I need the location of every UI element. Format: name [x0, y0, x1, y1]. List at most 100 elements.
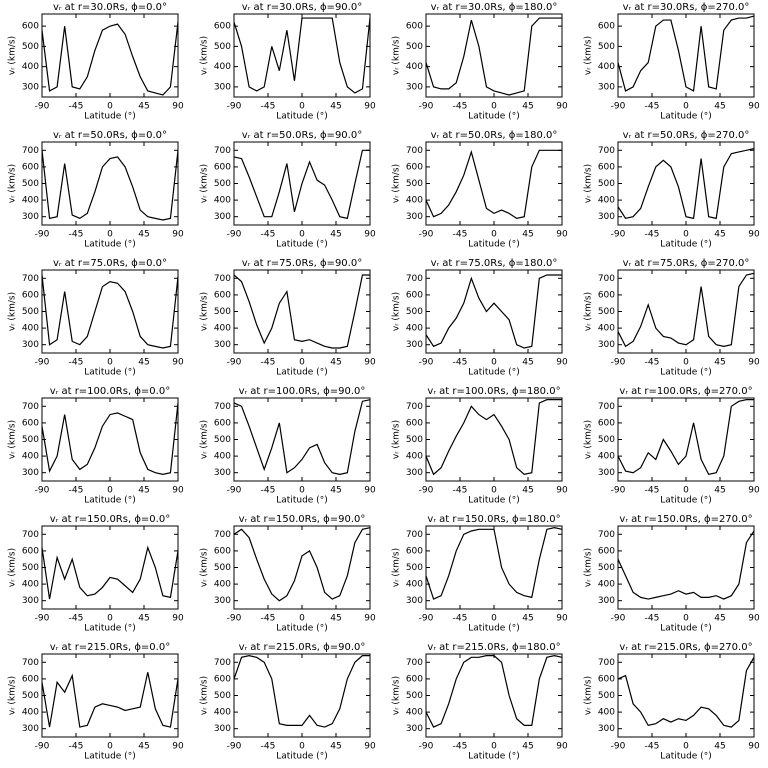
data-line — [425, 17, 562, 96]
x-tick-label: 90 — [364, 102, 376, 112]
panel: vᵣ at r=215.0Rs, ϕ=90.0° -90 -45 0 45 90 300 40… — [200, 642, 376, 762]
y-tick-label: 400 — [598, 196, 615, 206]
x-tick-label: 0 — [491, 230, 497, 240]
y-axis-label: vᵣ (km/s) — [200, 548, 210, 587]
x-axis-label: Latitude (°) — [468, 112, 519, 122]
x-tick-label: -90 — [419, 102, 434, 112]
x-tick-label: -90 — [419, 358, 434, 368]
y-tick-label: 500 — [406, 691, 423, 701]
x-tick-label: -90 — [35, 230, 50, 240]
x-tick-label: 45 — [138, 358, 149, 368]
plot-frame — [41, 525, 179, 610]
y-tick-label: 300 — [214, 596, 231, 606]
y-axis-label: vᵣ (km/s) — [584, 676, 594, 715]
panel: vᵣ at r=50.0Rs, ϕ=270.0° -90 -45 0 45 90 300 40… — [584, 130, 760, 250]
panel-title: vᵣ at r=215.0Rs, ϕ=180.0° — [427, 642, 560, 653]
panel: vᵣ at r=100.0Rs, ϕ=0.0° -90 -45 0 45 90 300 400… — [8, 386, 184, 506]
y-tick-label: 500 — [214, 435, 231, 445]
y-tick-label: 500 — [214, 179, 231, 189]
y-tick-label: 600 — [598, 162, 615, 172]
y-tick-label: 700 — [214, 402, 231, 412]
panel-title: vᵣ at r=50.0Rs, ϕ=0.0° — [53, 130, 167, 141]
x-tick-label: 90 — [556, 742, 568, 752]
y-tick-label: 500 — [598, 179, 615, 189]
x-axis-label: Latitude (°) — [84, 368, 135, 378]
y-tick-label: 700 — [214, 146, 231, 156]
x-axis-label: Latitude (°) — [276, 240, 327, 250]
x-tick-label: 0 — [299, 742, 305, 752]
panel: vᵣ at r=50.0Rs, ϕ=90.0° -90 -45 0 45 90 300 400… — [200, 130, 376, 250]
panel-title: vᵣ at r=75.0Rs, ϕ=270.0° — [623, 258, 750, 269]
plot-frame — [425, 525, 563, 610]
y-tick-label: 400 — [214, 62, 231, 72]
y-tick-label: 500 — [406, 563, 423, 573]
panel: vᵣ at r=100.0Rs, ϕ=180.0° -90 -45 0 45 90 300 4… — [392, 386, 568, 506]
panel: vᵣ at r=215.0Rs, ϕ=180.0° -90 -45 0 45 90 300 4… — [392, 642, 568, 762]
y-tick-label: 500 — [406, 435, 423, 445]
y-axis-label: vᵣ (km/s) — [584, 548, 594, 587]
panel-title: vᵣ at r=150.0Rs, ϕ=270.0° — [619, 514, 752, 525]
y-tick-label: 600 — [406, 418, 423, 428]
y-tick-label: 500 — [406, 179, 423, 189]
panel-title: vᵣ at r=50.0Rs, ϕ=270.0° — [623, 130, 750, 141]
data-line — [617, 530, 755, 600]
y-tick-label: 500 — [598, 563, 615, 573]
y-tick-label: 300 — [22, 724, 39, 734]
x-tick-label: 0 — [683, 742, 689, 752]
panel-title: vᵣ at r=30.0Rs, ϕ=180.0° — [431, 2, 558, 13]
x-axis-label: Latitude (°) — [84, 240, 135, 250]
panel: vᵣ at r=100.0Rs, ϕ=270.0° -90 -45 0 45 90 300 4… — [584, 386, 760, 506]
data-line — [41, 672, 179, 728]
y-tick-label: 500 — [214, 42, 231, 52]
plot-frame — [41, 397, 179, 482]
data-line — [233, 274, 370, 349]
x-tick-label: 90 — [172, 742, 184, 752]
y-tick-label: 300 — [406, 596, 423, 606]
y-tick-label: 700 — [22, 146, 39, 156]
y-tick-label: 300 — [598, 340, 615, 350]
y-tick-label: 600 — [406, 674, 423, 684]
x-tick-label: 90 — [364, 230, 376, 240]
plot-frame — [41, 269, 179, 354]
y-axis-label: vᵣ (km/s) — [8, 676, 18, 715]
x-tick-label: 45 — [138, 486, 149, 496]
x-axis-label: Latitude (°) — [468, 240, 519, 250]
y-tick-label: 700 — [598, 274, 615, 284]
y-tick-label: 300 — [406, 212, 423, 222]
panel-title: vᵣ at r=215.0Rs, ϕ=0.0° — [50, 642, 170, 653]
y-tick-label: 300 — [214, 468, 231, 478]
x-tick-label: -90 — [611, 614, 626, 624]
x-tick-label: 45 — [522, 614, 533, 624]
x-tick-label: 45 — [138, 230, 149, 240]
y-axis-label: vᵣ (km/s) — [8, 164, 18, 203]
panel: vᵣ at r=215.0Rs, ϕ=0.0° -90 -45 0 45 90 300 400… — [8, 642, 184, 762]
data-line — [41, 402, 179, 475]
data-line — [233, 17, 371, 94]
x-tick-label: -90 — [227, 614, 242, 624]
y-tick-label: 400 — [22, 452, 39, 462]
plot-frame — [233, 13, 371, 98]
plot-frame — [233, 397, 371, 482]
y-tick-label: 300 — [406, 468, 423, 478]
y-tick-label: 700 — [406, 402, 423, 412]
x-tick-label: -45 — [261, 358, 276, 368]
x-tick-label: 0 — [107, 230, 113, 240]
x-tick-label: 45 — [330, 102, 341, 112]
x-tick-label: 0 — [491, 742, 497, 752]
x-axis-label: Latitude (°) — [468, 368, 519, 378]
x-tick-label: 0 — [299, 614, 305, 624]
y-tick-label: 300 — [22, 212, 39, 222]
y-tick-label: 300 — [214, 212, 231, 222]
y-tick-label: 400 — [214, 196, 231, 206]
y-tick-label: 400 — [598, 708, 615, 718]
x-tick-label: -45 — [261, 102, 276, 112]
panel: vᵣ at r=150.0Rs, ϕ=0.0° -90 -45 0 45 90 300 400… — [8, 514, 184, 634]
x-tick-label: 0 — [491, 614, 497, 624]
x-tick-label: 45 — [522, 102, 533, 112]
x-tick-label: 45 — [138, 614, 149, 624]
x-tick-label: 90 — [364, 614, 376, 624]
x-tick-label: 45 — [714, 358, 725, 368]
x-axis-label: Latitude (°) — [84, 112, 135, 122]
data-line — [425, 527, 563, 600]
data-line — [233, 655, 370, 728]
